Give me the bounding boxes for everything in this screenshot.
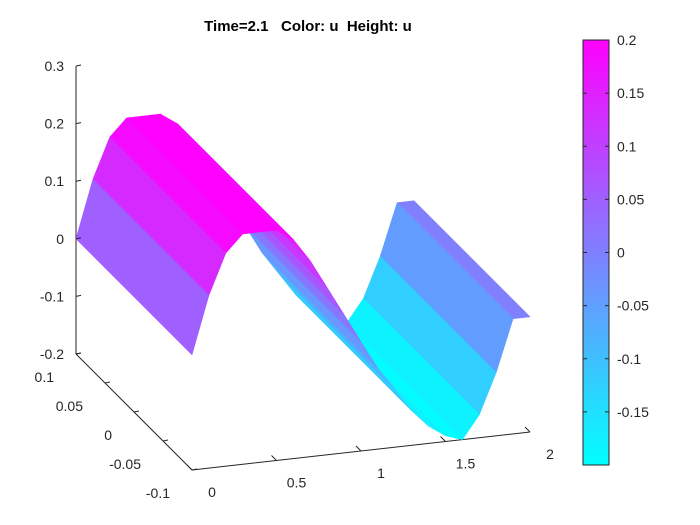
tick-mark	[524, 426, 531, 433]
tick-mark	[191, 468, 198, 471]
tick-mark	[104, 381, 111, 384]
colorbar-ticks: 0.2 0.15 0.1 0.05 0 -0.05 -0.1 -0.15	[583, 32, 649, 420]
z-tick-label: -0.2	[40, 346, 64, 362]
surface-plot	[75, 113, 531, 440]
z-tick-label: 0	[56, 231, 64, 247]
surface-patch	[244, 225, 379, 369]
tick-mark	[162, 439, 169, 442]
colorbar-tick-label: -0.15	[617, 404, 649, 420]
tick-mark	[75, 64, 82, 67]
colorbar-tick-label: 0	[617, 245, 625, 261]
x-tick-label: 0.5	[287, 475, 307, 491]
tick-mark	[133, 410, 140, 413]
colorbar-tick-label: -0.1	[617, 351, 641, 367]
x-tick-label: 0	[208, 484, 216, 500]
chart-title: Time=2.1 Color: u Height: u	[204, 18, 412, 35]
tick-mark	[440, 436, 446, 442]
y-tick-label: -0.05	[109, 456, 141, 472]
colorbar-tick-label: 0.15	[617, 85, 644, 101]
y-tick-label: 0.1	[35, 369, 55, 385]
x-tick-label: 1.5	[456, 456, 476, 472]
x-tick-label: 1	[377, 465, 385, 481]
tick-mark	[75, 294, 82, 297]
surface-patch	[75, 179, 210, 356]
y-tick-label: -0.1	[146, 485, 170, 501]
y-tick-label: 0	[104, 427, 112, 443]
tick-mark	[75, 352, 82, 355]
axis-ticks: -0.2-0.100.10.20.3-0.1-0.0500.050.100.51…	[35, 58, 555, 501]
colorbar-tick-label: 0.05	[617, 191, 644, 207]
colorbar-tick-label: -0.05	[617, 298, 649, 314]
colorbar-tick-label: 0.1	[617, 138, 637, 154]
tick-mark	[75, 179, 82, 182]
colorbar	[582, 39, 610, 466]
colorbar-tick-label: 0.2	[617, 32, 637, 48]
tick-mark	[186, 464, 193, 471]
x-tick-label: 2	[546, 446, 554, 462]
tick-mark	[355, 445, 362, 452]
z-tick-label: 0.1	[45, 173, 65, 189]
tick-mark	[75, 237, 82, 240]
y-tick-label: 0.05	[56, 398, 83, 414]
z-tick-label: 0.2	[45, 116, 65, 132]
tick-mark	[75, 122, 82, 125]
tick-mark	[271, 455, 277, 461]
z-tick-label: 0.3	[45, 58, 65, 74]
z-tick-label: -0.1	[40, 288, 64, 304]
